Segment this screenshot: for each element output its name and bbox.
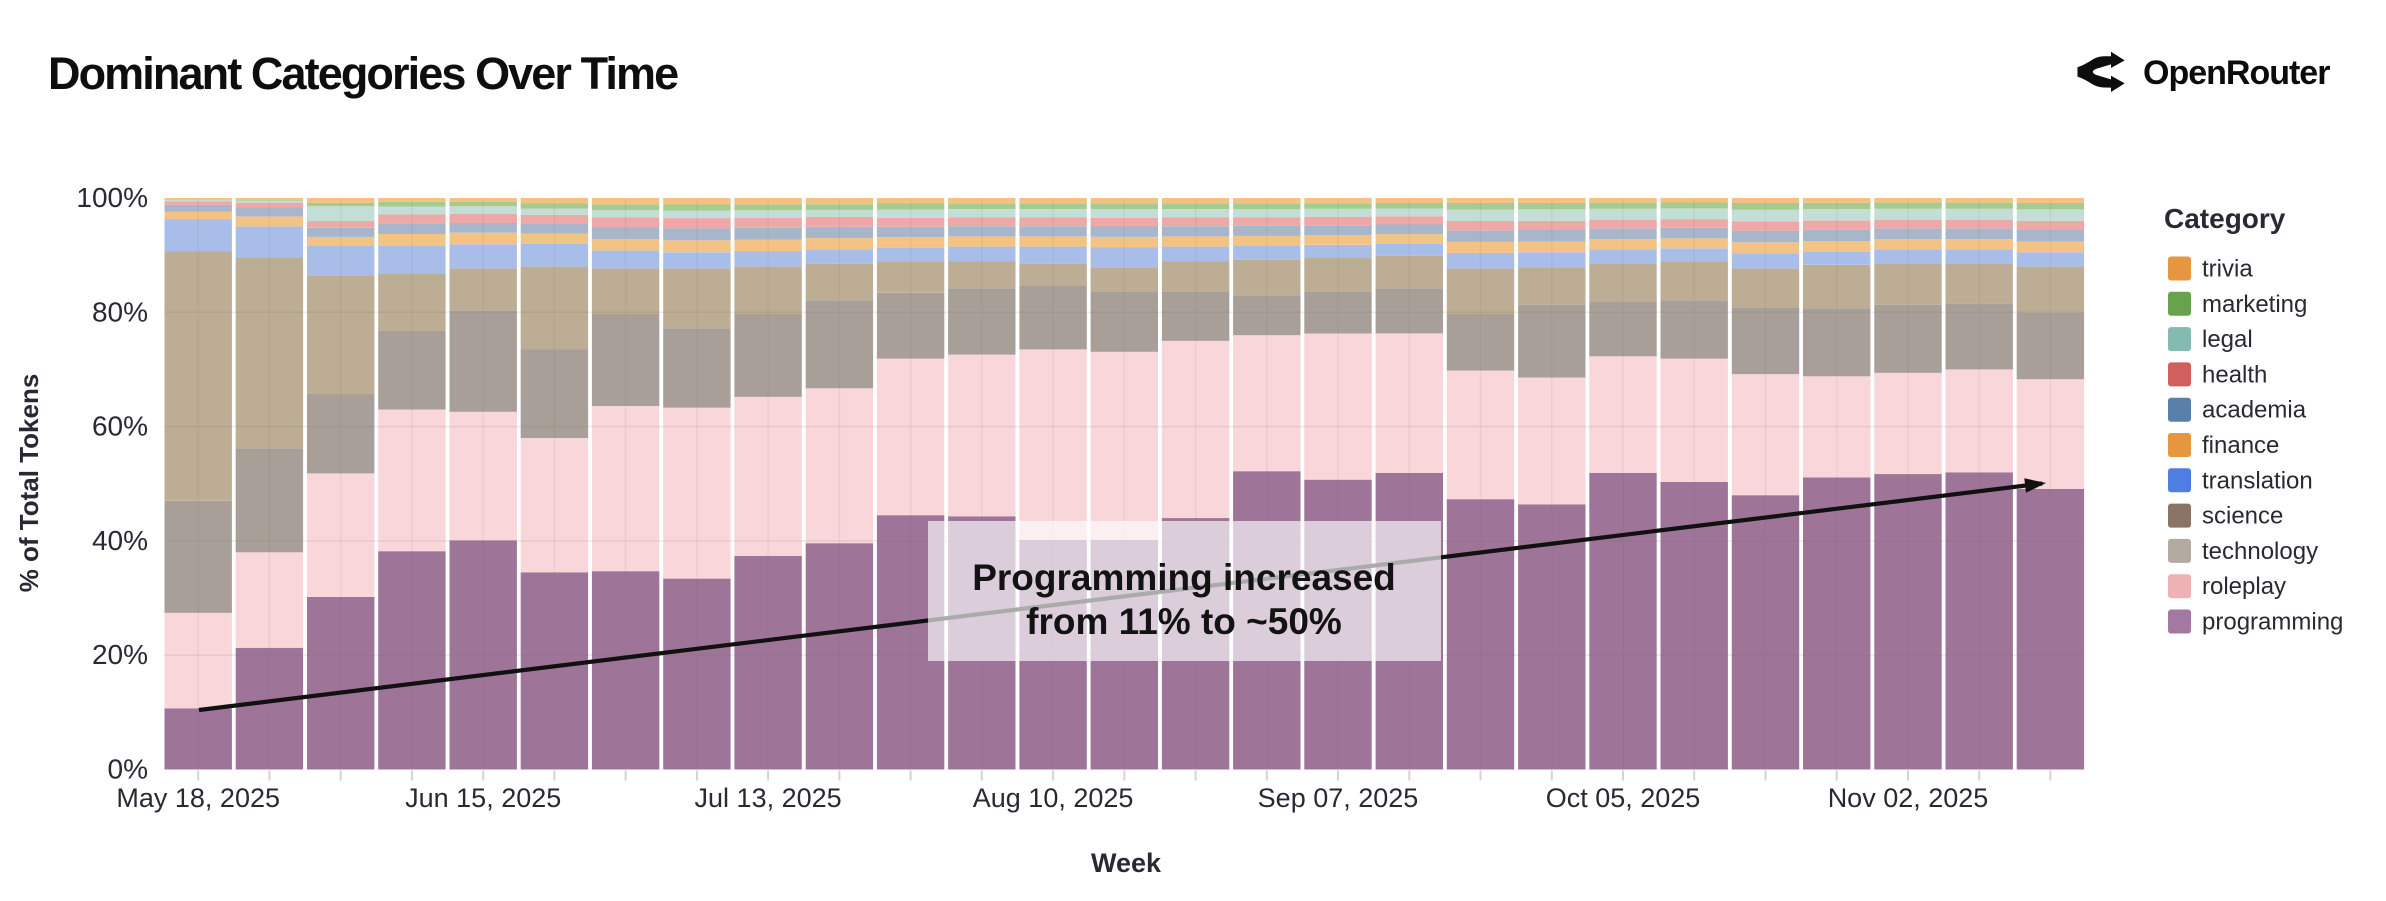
svg-text:Jul 13, 2025: Jul 13, 2025 xyxy=(695,783,842,813)
svg-text:May 18, 2025: May 18, 2025 xyxy=(116,783,280,813)
svg-text:Dominant Categories Over Time: Dominant Categories Over Time xyxy=(48,48,678,99)
svg-text:Category: Category xyxy=(2164,203,2286,234)
svg-text:20%: 20% xyxy=(92,639,148,670)
svg-text:academia: academia xyxy=(2202,397,2307,424)
svg-text:Programming increased: Programming increased xyxy=(972,557,1396,598)
svg-text:marketing: marketing xyxy=(2202,291,2307,318)
svg-text:finance: finance xyxy=(2202,432,2279,459)
svg-text:science: science xyxy=(2202,503,2283,530)
svg-text:0%: 0% xyxy=(108,754,148,785)
svg-text:Aug 10, 2025: Aug 10, 2025 xyxy=(973,783,1134,813)
svg-text:programming: programming xyxy=(2202,609,2343,636)
svg-text:roleplay: roleplay xyxy=(2202,573,2286,600)
svg-text:legal: legal xyxy=(2202,326,2253,353)
svg-text:% of Total Tokens: % of Total Tokens xyxy=(14,374,44,593)
svg-text:health: health xyxy=(2202,361,2267,388)
svg-text:Oct 05, 2025: Oct 05, 2025 xyxy=(1546,783,1701,813)
svg-text:Week: Week xyxy=(1091,848,1162,878)
svg-text:trivia: trivia xyxy=(2202,256,2253,283)
svg-text:Jun 15, 2025: Jun 15, 2025 xyxy=(405,783,561,813)
svg-text:technology: technology xyxy=(2202,538,2318,565)
svg-text:100%: 100% xyxy=(76,182,148,213)
svg-text:OpenRouter: OpenRouter xyxy=(2143,54,2330,92)
svg-text:from 11% to ~50%: from 11% to ~50% xyxy=(1026,601,1342,642)
svg-text:60%: 60% xyxy=(92,411,148,442)
svg-text:Sep 07, 2025: Sep 07, 2025 xyxy=(1258,783,1419,813)
svg-text:40%: 40% xyxy=(92,525,148,556)
svg-text:80%: 80% xyxy=(92,296,148,327)
svg-text:Nov 02, 2025: Nov 02, 2025 xyxy=(1828,783,1989,813)
svg-text:translation: translation xyxy=(2202,467,2313,494)
